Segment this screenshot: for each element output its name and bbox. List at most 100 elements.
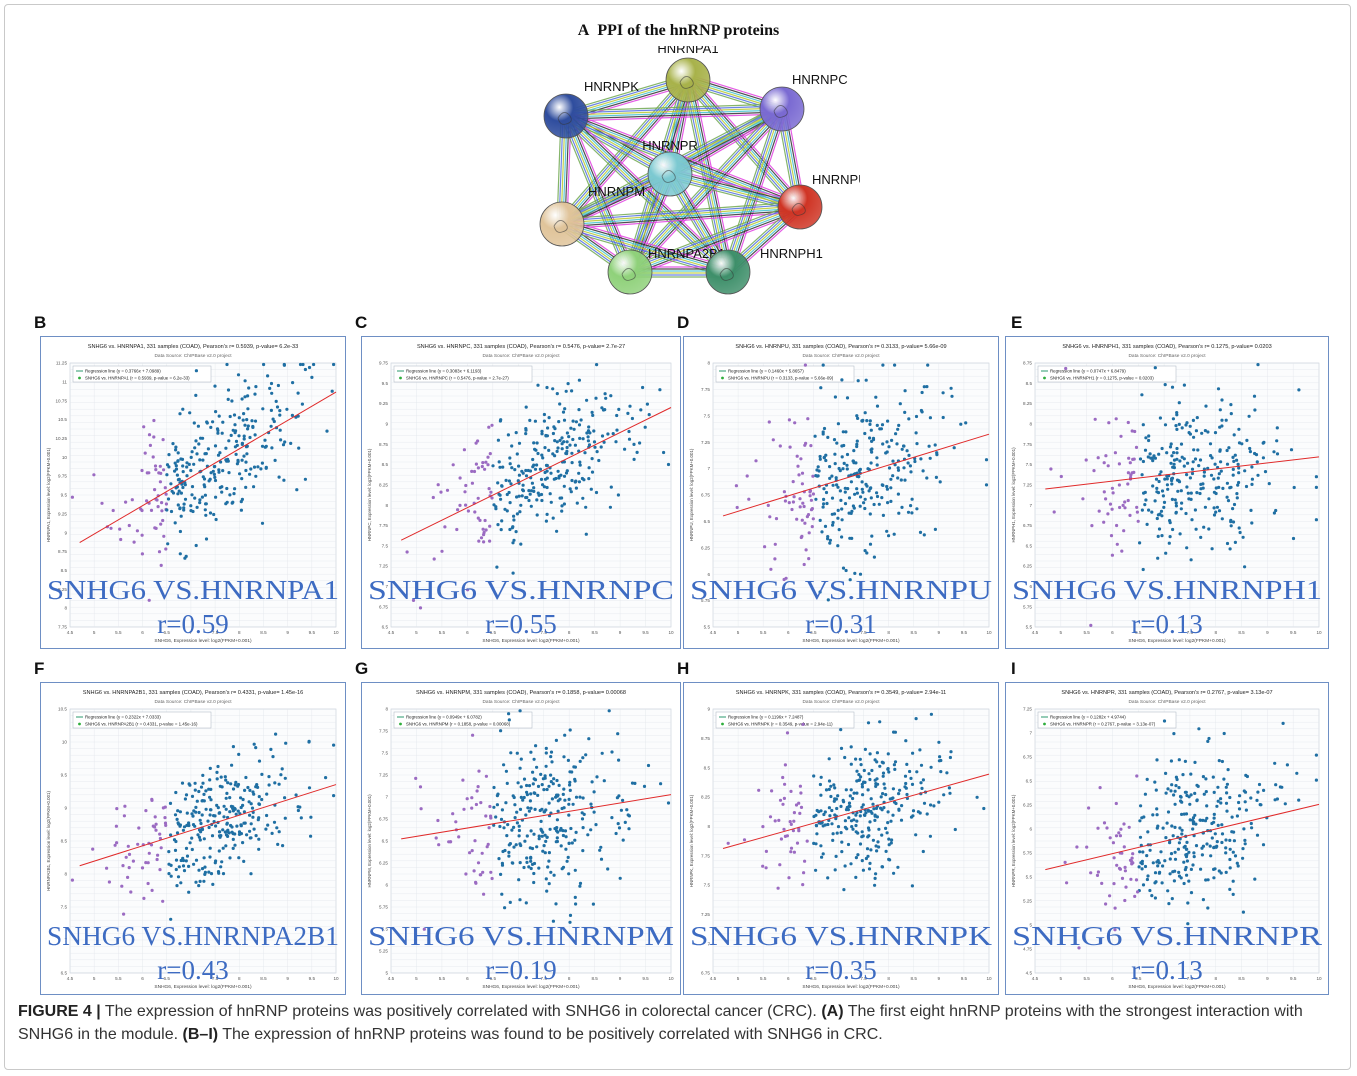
data-point	[1204, 404, 1208, 408]
data-point	[1150, 456, 1154, 460]
data-point	[1247, 414, 1251, 418]
y-tick-label: 5.5	[704, 625, 711, 630]
data-point	[473, 839, 477, 843]
data-point	[269, 381, 274, 386]
data-point	[855, 769, 859, 773]
data-point	[155, 857, 159, 862]
data-point	[1219, 801, 1223, 805]
data-point	[156, 505, 160, 509]
data-point	[807, 557, 811, 561]
panel-letter-h: H	[677, 659, 690, 678]
data-point	[886, 767, 890, 771]
data-point	[1156, 556, 1160, 560]
data-point	[231, 500, 235, 504]
data-point	[466, 509, 470, 513]
data-point	[1220, 840, 1224, 845]
data-point	[836, 794, 840, 798]
caption-text-3: The expression of hnRNP proteins was fou…	[218, 1026, 883, 1043]
data-point	[524, 405, 528, 409]
data-point	[865, 419, 869, 423]
data-point	[563, 407, 567, 411]
data-point	[781, 802, 785, 806]
ppi-edge	[561, 203, 800, 222]
data-point	[1186, 491, 1190, 495]
data-point	[577, 378, 581, 382]
data-point	[552, 477, 556, 481]
data-point	[525, 856, 529, 860]
data-point	[160, 509, 164, 513]
chart-title: SNHG6 vs. HNRNPK, 331 samples (COAD), Pe…	[736, 690, 947, 696]
data-point	[558, 438, 562, 442]
ppi-node-hnrnpa1: HNRNPA1	[657, 46, 719, 103]
data-point	[1188, 424, 1192, 428]
data-point	[251, 810, 255, 814]
data-point	[887, 770, 891, 774]
data-point	[231, 837, 235, 841]
data-point	[880, 423, 885, 427]
data-point	[259, 467, 263, 471]
data-point	[174, 790, 178, 795]
ppi-edge	[670, 170, 801, 205]
data-point	[1203, 429, 1207, 433]
data-point	[820, 855, 824, 859]
x-tick-label: 7.5	[860, 976, 867, 981]
data-point	[879, 795, 883, 799]
y-tick-label: 7.25	[379, 773, 388, 778]
data-point	[488, 452, 492, 456]
data-point	[127, 852, 132, 856]
data-point	[1169, 852, 1174, 856]
ppi-edge	[629, 205, 800, 272]
data-point	[523, 839, 527, 843]
data-point	[858, 467, 862, 471]
data-point	[208, 766, 212, 770]
data-point	[833, 868, 837, 872]
data-point	[1113, 451, 1117, 455]
x-tick-label: 8.5	[260, 630, 267, 635]
overlay-r-value: r=0.13	[1131, 955, 1202, 985]
data-point	[468, 851, 472, 855]
data-point	[549, 471, 553, 475]
data-point	[140, 866, 145, 870]
data-point	[188, 841, 192, 845]
data-point	[834, 854, 838, 858]
data-point	[838, 489, 842, 493]
data-point	[643, 425, 647, 429]
chart-subtitle: Data Source: ChIPBase v2.0 project	[482, 699, 560, 705]
data-point	[1111, 841, 1115, 845]
data-point	[1219, 460, 1223, 464]
x-tick-label: 8	[887, 630, 890, 635]
data-point	[839, 831, 843, 835]
data-point	[834, 476, 838, 480]
data-point	[221, 828, 225, 832]
data-point	[922, 385, 926, 389]
data-point	[522, 865, 526, 870]
data-point	[1122, 529, 1126, 533]
data-point	[158, 832, 162, 836]
legend-regression-label: Regression line (y = 0.2322x + 7.0333)	[85, 715, 161, 720]
y-tick-label: 7	[385, 795, 388, 800]
data-point	[1227, 446, 1231, 450]
data-point	[1117, 866, 1122, 870]
data-point	[550, 760, 554, 764]
data-point	[500, 484, 504, 488]
data-point	[906, 461, 910, 465]
data-point	[1128, 513, 1132, 517]
data-point	[802, 504, 806, 509]
data-point	[811, 517, 815, 521]
data-point	[262, 362, 266, 367]
data-point	[260, 461, 264, 465]
data-point	[512, 845, 516, 849]
data-point	[124, 855, 128, 859]
data-point	[525, 860, 529, 864]
data-point	[1229, 518, 1233, 522]
data-point	[1237, 466, 1241, 470]
data-point	[193, 446, 197, 450]
data-point	[183, 797, 187, 801]
data-point	[577, 408, 581, 412]
data-point	[532, 441, 536, 445]
data-point	[508, 462, 512, 466]
data-point	[508, 501, 512, 505]
data-point	[564, 847, 568, 851]
panel-letter-e: E	[1011, 313, 1023, 332]
data-point	[948, 755, 952, 760]
